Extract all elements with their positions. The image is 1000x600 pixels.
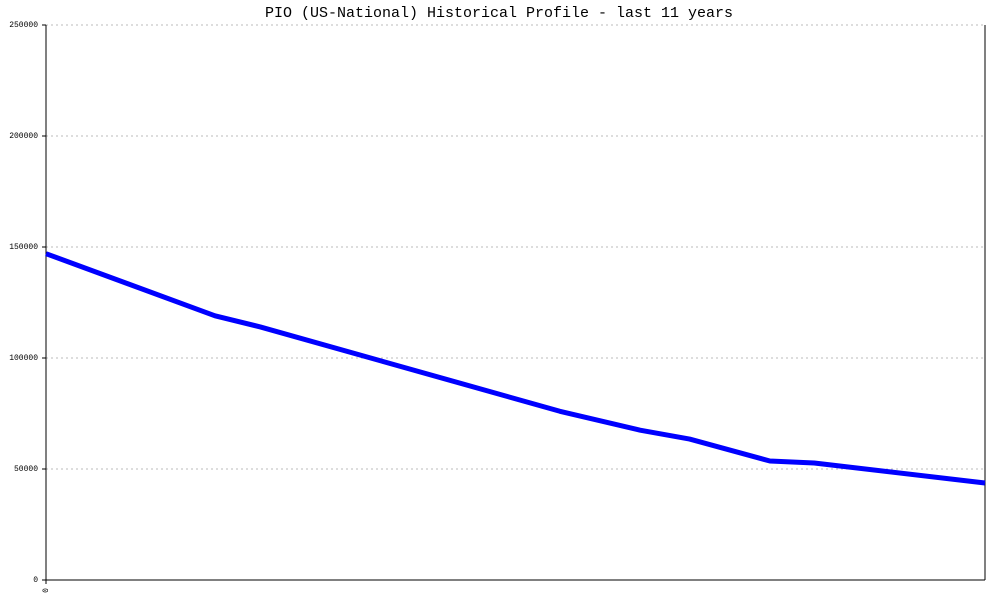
y-tick-label: 200000 <box>9 132 38 141</box>
y-tick-label: 50000 <box>14 465 38 474</box>
y-tick-label: 100000 <box>9 354 38 363</box>
y-tick-label: 150000 <box>9 243 38 252</box>
y-tick-label: 250000 <box>9 21 38 30</box>
x-tick-label: 0 <box>42 588 51 593</box>
data-line <box>45 251 986 486</box>
chart-title: PIO (US-National) Historical Profile - l… <box>265 5 733 22</box>
y-tick-label: 0 <box>33 576 38 585</box>
